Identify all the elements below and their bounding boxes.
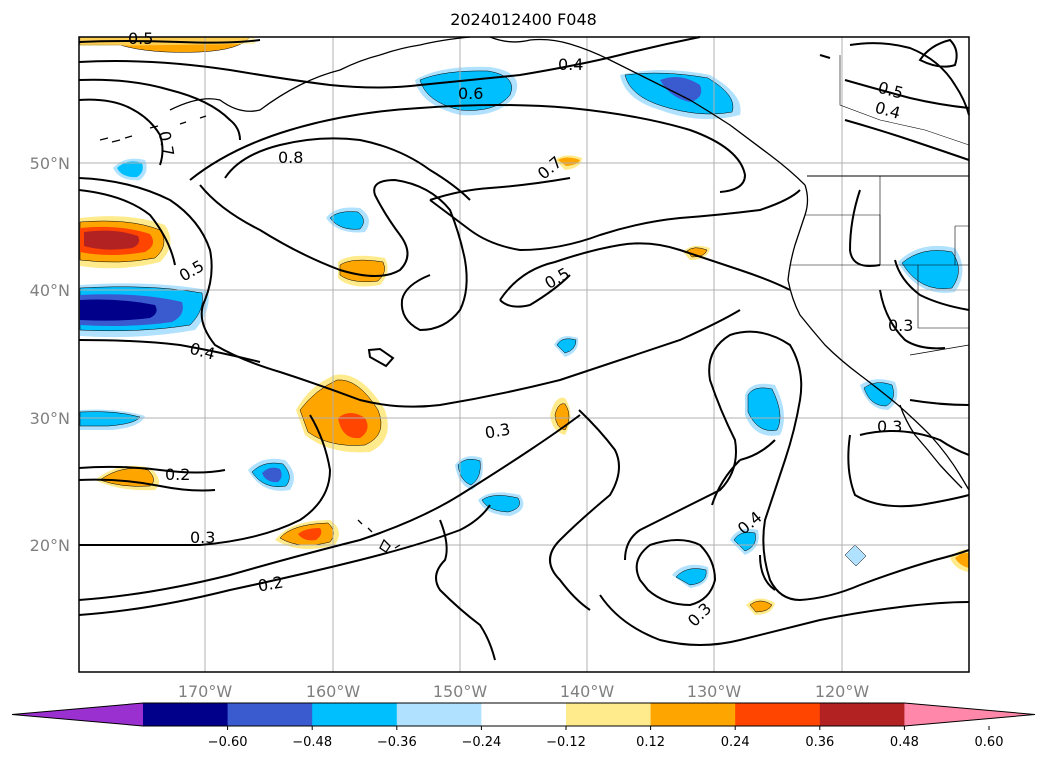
lat-tick-label: 20°N <box>30 536 70 555</box>
map-border <box>78 36 970 673</box>
contour-label: 0.5 <box>128 29 153 48</box>
colorbar: −0.60 −0.48 −0.36 −0.24 −0.12 0.12 0.24 0.36 0.4… <box>11 702 1036 750</box>
contour-label: 0.3 <box>888 316 913 335</box>
lon-tick-label: 120°W <box>815 682 870 701</box>
colorbar-tick-label: −0.48 <box>292 735 332 750</box>
colorbar-tick-label: 0.36 <box>805 735 834 750</box>
lat-tick-label: 40°N <box>30 281 70 300</box>
colorbar-outline <box>11 702 1036 727</box>
colorbar-segment <box>312 703 398 726</box>
colorbar-segment <box>481 703 567 726</box>
colorbar-tick-label: −0.12 <box>546 735 586 750</box>
contour-label: 0.7 <box>155 130 178 158</box>
colorbar-tick-label: −0.36 <box>377 735 417 750</box>
contour-label: 0.3 <box>483 419 511 442</box>
lat-tick-label: 30°N <box>30 409 70 428</box>
colorbar-segment <box>735 703 821 726</box>
lon-tick-label: 130°W <box>687 682 742 701</box>
colorbar-tick-label: 0.60 <box>975 735 1004 750</box>
colorbar-segment <box>650 703 736 726</box>
coastlines <box>99 36 970 553</box>
contour-label: 0.2 <box>256 572 284 595</box>
lon-tick-label: 140°W <box>560 682 615 701</box>
contour-label: 0.3 <box>190 528 215 547</box>
colorbar-tick-label: 0.24 <box>721 735 750 750</box>
colorbar-segment <box>566 703 652 726</box>
map-title: 2024012400 F048 <box>450 10 597 29</box>
lat-tick-labels: 50°N 40°N 30°N 20°N <box>30 154 70 555</box>
colorbar-segment <box>227 703 313 726</box>
colorbar-tick-label: −0.24 <box>461 735 501 750</box>
contour-label: 0.6 <box>458 84 483 103</box>
colorbar-segment <box>819 703 905 726</box>
lon-tick-labels: 170°W 160°W 150°W 140°W 130°W 120°W <box>178 682 870 701</box>
colorbar-extend-max <box>904 703 1035 726</box>
lon-tick-label: 160°W <box>306 682 361 701</box>
contour-label: 0.4 <box>558 55 583 74</box>
lon-tick-label: 150°W <box>433 682 488 701</box>
graticule <box>79 37 969 672</box>
colorbar-tick-label: −0.60 <box>208 735 248 750</box>
contour-label: 0.8 <box>278 148 303 167</box>
contours <box>78 36 970 661</box>
colorbar-segment <box>143 703 229 726</box>
colorbar-segment <box>396 703 482 726</box>
lat-tick-label: 50°N <box>30 154 70 173</box>
contour-label: 0.2 <box>165 465 190 484</box>
colorbar-tick-label: 0.12 <box>636 735 665 750</box>
contour-label: 0.3 <box>877 417 902 436</box>
colorbar-extend-min <box>12 703 143 726</box>
lon-tick-label: 170°W <box>178 682 233 701</box>
colorbar-tick-label: 0.48 <box>890 735 919 750</box>
